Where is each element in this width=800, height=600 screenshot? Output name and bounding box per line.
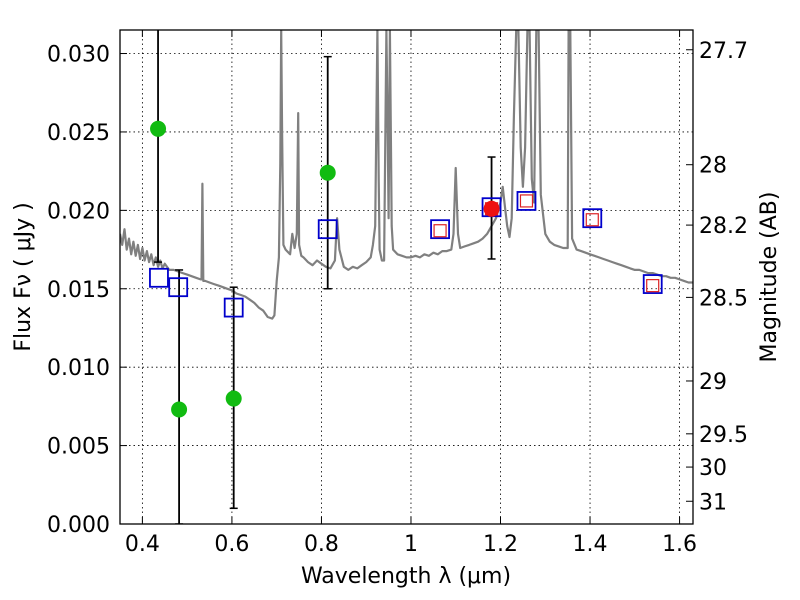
x-tick-label: 1	[404, 532, 418, 557]
x-tick-label: 0.6	[214, 532, 249, 557]
plot-area	[120, 30, 693, 524]
right-tick-label: 29.5	[699, 423, 748, 448]
x-tick-label: 1.6	[662, 532, 697, 557]
observed-red-circle	[483, 200, 500, 217]
right-tick-label: 30	[699, 456, 727, 481]
model-photometry-square	[168, 277, 189, 298]
observed-green-circle	[319, 164, 336, 181]
right-tick-label: 28	[699, 154, 727, 179]
right-tick-label: 31	[699, 490, 727, 515]
model-photometry-square	[317, 219, 338, 240]
right-tick-label: 28.2	[699, 214, 748, 239]
y-tick-label: 0.005	[47, 435, 110, 460]
model-photometry-square	[149, 267, 169, 288]
plot-frame	[119, 29, 694, 525]
model-photometry-square	[582, 208, 603, 229]
observed-square	[646, 279, 660, 293]
grid	[120, 30, 693, 525]
observed-green-circle	[171, 401, 188, 418]
model-photometry-square	[642, 274, 663, 294]
model-photometry-square	[223, 297, 244, 318]
observed-green-circle	[225, 390, 242, 407]
x-tick-label: 0.8	[304, 532, 339, 557]
x-axis-title: Wavelength λ (μm)	[301, 564, 511, 589]
observed-square	[433, 224, 447, 238]
axis-ticks: 0.4 0.6 0.8 1 1.2 1.4 1.6 0.000 0.005 0.010 0.015 0…	[47, 30, 748, 557]
x-tick-label: 1.4	[573, 532, 608, 557]
y-axis-title: Flux Fν ( μJy )	[11, 202, 36, 351]
model-sed-line	[120, 30, 693, 320]
x-tick-label: 0.4	[125, 532, 160, 557]
right-tick-label: 28.5	[699, 286, 748, 311]
y-tick-label: 0.015	[47, 278, 110, 303]
model-photometry-square	[516, 191, 537, 211]
y-tick-label: 0.030	[47, 43, 110, 68]
observed-green-circle	[150, 120, 167, 137]
observed-square	[519, 194, 534, 208]
y-tick-label: 0.020	[47, 199, 110, 224]
observed-square	[585, 213, 599, 227]
y-tick-label: 0.010	[47, 356, 110, 381]
model-photometry-square	[430, 219, 450, 240]
right-tick-label: 27.7	[699, 39, 748, 64]
right-axis-title: Magnitude (AB)	[757, 192, 782, 363]
y-tick-label: 0.000	[47, 513, 110, 538]
x-tick-label: 1.2	[483, 532, 518, 557]
right-tick-label: 29	[699, 370, 727, 395]
y-tick-label: 0.025	[47, 121, 110, 146]
